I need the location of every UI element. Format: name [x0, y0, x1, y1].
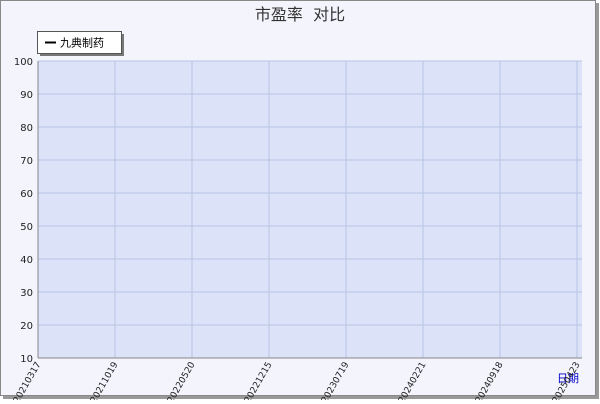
plot-area	[38, 61, 582, 358]
y-tick-label: 80	[20, 123, 33, 134]
legend: 九典制药	[37, 31, 124, 56]
x-axis-label: 日期	[557, 372, 579, 385]
y-tick-label: 60	[20, 189, 33, 200]
legend-box	[37, 31, 122, 54]
y-tick-label: 40	[20, 255, 33, 266]
y-tick-label: 20	[20, 321, 33, 332]
chart-title: 市盈率 对比	[255, 5, 345, 24]
legend-label: 九典制药	[60, 36, 104, 50]
y-tick-label: 90	[20, 90, 33, 101]
y-tick-label: 70	[20, 156, 33, 167]
y-tick-label: 10	[20, 354, 33, 365]
y-tick-label: 50	[20, 222, 33, 233]
y-tick-label: 30	[20, 288, 33, 299]
y-tick-label: 100	[14, 57, 33, 68]
